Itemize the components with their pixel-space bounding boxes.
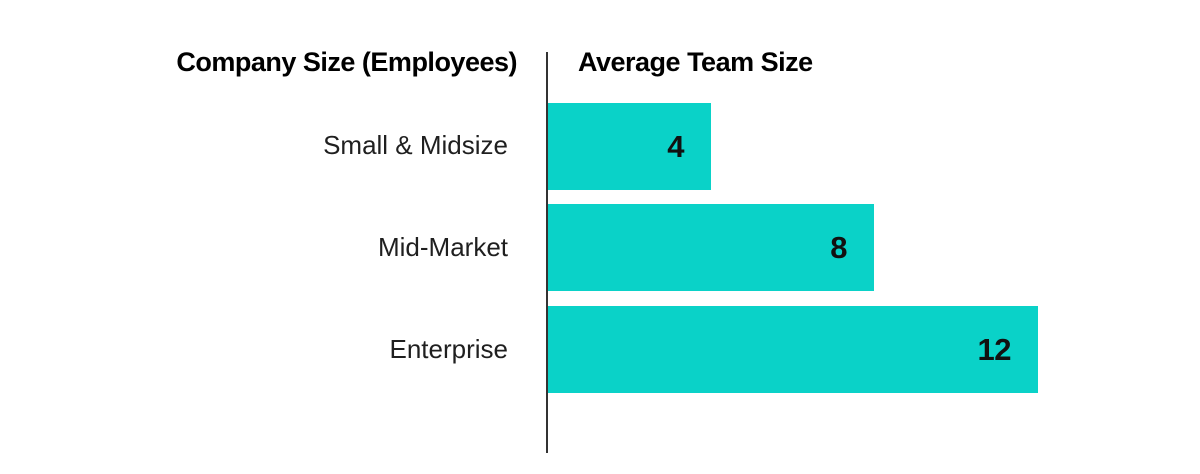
category-label-enterprise: Enterprise: [389, 334, 509, 364]
bar-mid-market: 8: [548, 204, 874, 291]
value-label-mid-market: 8: [830, 229, 847, 265]
column-header-company-size: Company Size (Employees): [176, 47, 517, 77]
category-label-mid-market: Mid-Market: [377, 232, 508, 262]
bar-enterprise: 12: [548, 306, 1038, 393]
value-label-small-midsize: 4: [667, 128, 684, 164]
bar-small-midsize: 4: [548, 103, 711, 190]
category-label-small-midsize: Small & Midsize: [323, 130, 508, 160]
axis-line: [546, 52, 548, 453]
column-header-average-team-size: Average Team Size: [578, 47, 813, 77]
value-label-enterprise: 12: [977, 331, 1012, 367]
